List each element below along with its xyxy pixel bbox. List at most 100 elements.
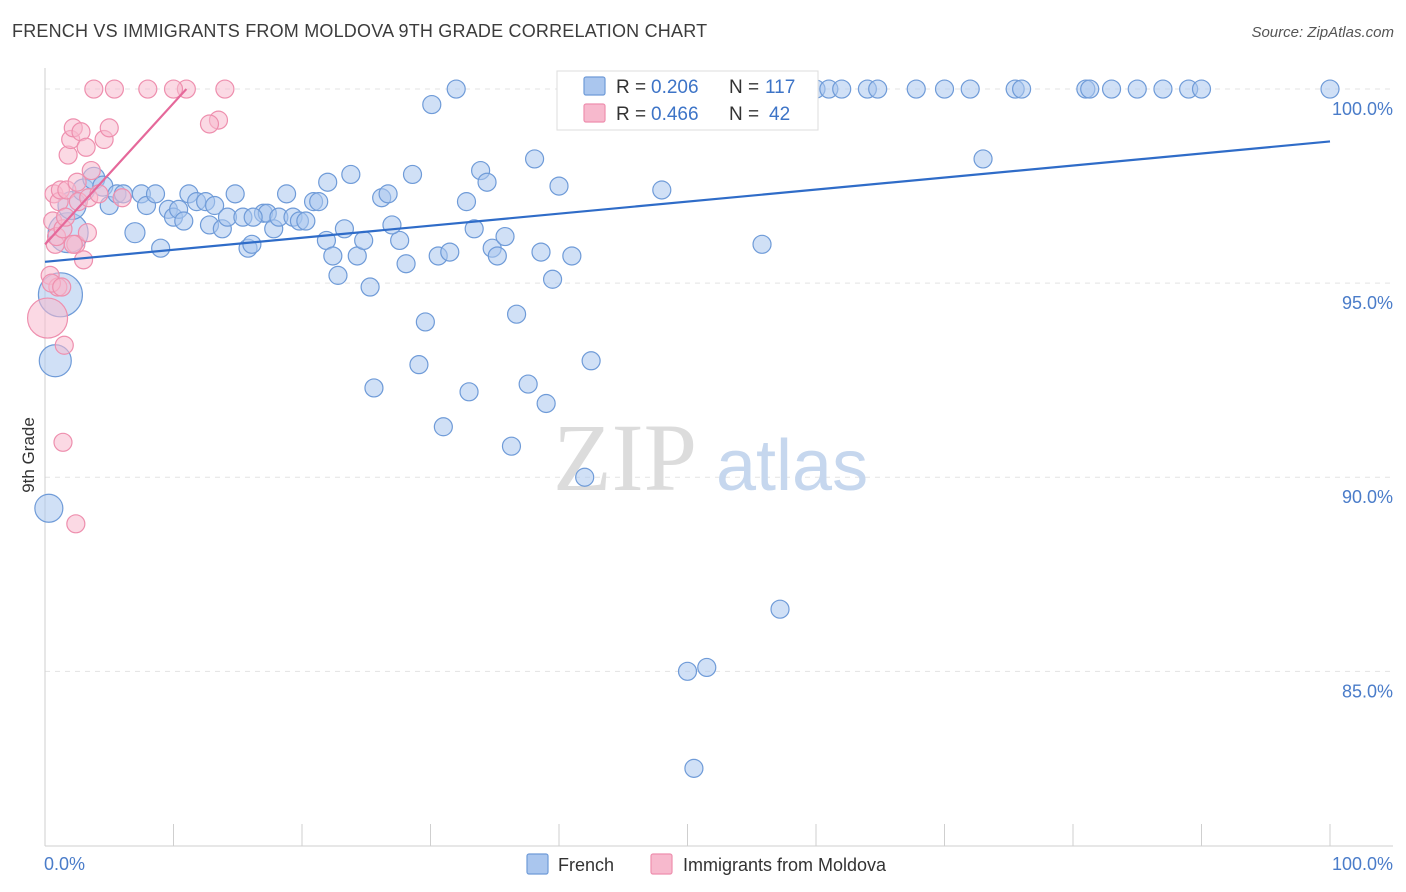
french-point — [1011, 79, 1032, 99]
french-point — [360, 277, 380, 297]
french-point — [402, 164, 423, 185]
y-tick-label: 85.0% — [1342, 681, 1393, 701]
french-point — [225, 184, 245, 204]
chart-title: FRENCH VS IMMIGRANTS FROM MOLDOVA 9TH GR… — [12, 21, 708, 41]
french-point — [296, 211, 316, 231]
moldova-point — [138, 79, 158, 99]
french-point — [1191, 79, 1212, 99]
watermark-atlas: atlas — [716, 426, 868, 506]
french-point — [934, 79, 955, 99]
french-point — [382, 215, 402, 235]
legend-r-label-moldova: R = — [616, 104, 646, 125]
y-tick-label: 90.0% — [1342, 487, 1393, 507]
french-point — [562, 246, 582, 266]
french-point — [752, 234, 772, 254]
legend-item-french-swatch — [526, 853, 549, 875]
french-point — [243, 207, 263, 227]
french-point — [536, 393, 556, 414]
moldova-point — [112, 188, 132, 208]
moldova-point — [67, 172, 87, 192]
french-point — [697, 657, 717, 678]
watermark: ZIP atlas — [553, 404, 868, 511]
moldova-point — [55, 207, 76, 227]
french-point — [440, 242, 460, 262]
stats-legend: R = 0.206 N = 117 R = 0.466 N = 42 — [556, 70, 819, 131]
french-point — [464, 219, 484, 239]
french-point — [973, 149, 993, 169]
french-point — [518, 374, 538, 394]
french-point — [1320, 79, 1340, 99]
french-point — [495, 226, 515, 247]
french-point — [477, 172, 497, 192]
french-point — [770, 599, 790, 619]
french-point — [459, 382, 479, 402]
french-point — [433, 417, 453, 437]
french-point — [446, 79, 466, 99]
french-point — [960, 79, 980, 99]
french-point — [323, 246, 343, 266]
legend-r-label-french: R = — [616, 77, 646, 98]
french-point — [145, 184, 166, 204]
french-point — [501, 436, 522, 456]
french-point — [409, 355, 429, 375]
trend-lines — [44, 88, 1331, 263]
x-tick-labels: 0.0% 100.0% — [44, 854, 1393, 874]
french-point — [174, 211, 194, 231]
french-point — [524, 149, 545, 169]
x-tick-label-min: 0.0% — [44, 854, 85, 874]
french-point — [341, 164, 361, 185]
french-point — [542, 269, 563, 289]
legend-n-label-french: N = — [729, 77, 759, 98]
french-point — [832, 79, 852, 99]
source-credit: Source: ZipAtlas.com — [1251, 24, 1394, 41]
moldova-point — [99, 118, 119, 138]
moldova-point — [81, 160, 101, 181]
french-point — [328, 265, 348, 285]
french-point — [309, 192, 329, 212]
french-point — [487, 246, 507, 266]
french-point — [318, 172, 338, 192]
moldova-point — [63, 234, 83, 254]
french-point — [506, 304, 527, 324]
grid-lines — [45, 88, 1393, 672]
french-point — [677, 661, 698, 681]
french-point — [390, 230, 410, 251]
series-legend: French Immigrants from Moldova — [526, 853, 887, 875]
moldova-trend-line — [44, 88, 188, 246]
moldova-point — [26, 297, 69, 339]
legend-swatch-french — [583, 76, 606, 96]
moldova-point — [199, 114, 220, 134]
french-point — [396, 254, 416, 274]
moldova-point — [66, 514, 86, 534]
y-tick-label: 95.0% — [1342, 293, 1393, 313]
moldova-points — [26, 79, 235, 534]
legend-r-value-moldova: 0.466 — [651, 104, 699, 125]
moldova-point — [77, 223, 98, 243]
legend-n-label-moldova: N = — [729, 104, 759, 125]
french-point — [1080, 79, 1100, 99]
moldova-point — [76, 137, 96, 157]
moldova-point — [89, 184, 109, 204]
french-point — [684, 758, 704, 778]
french-trend-line — [44, 140, 1331, 263]
french-point — [1127, 79, 1147, 99]
french-point — [415, 312, 435, 332]
y-tick-label: 100.0% — [1332, 99, 1393, 119]
legend-n-value-moldova: 42 — [769, 104, 790, 125]
axes — [44, 68, 1393, 847]
french-point — [378, 184, 398, 204]
french-point — [422, 94, 442, 115]
moldova-point — [215, 79, 235, 99]
french-point — [531, 242, 551, 262]
moldova-point — [53, 432, 73, 452]
y-tick-labels: 100.0% 95.0% 90.0% 85.0% — [1332, 99, 1393, 701]
french-point — [1153, 79, 1173, 99]
french-point — [906, 79, 926, 99]
watermark-zip: ZIP — [553, 404, 697, 511]
french-point — [652, 180, 672, 200]
moldova-point — [54, 335, 74, 355]
moldova-point — [104, 79, 124, 99]
french-point — [151, 238, 171, 258]
legend-item-french-label: French — [558, 855, 614, 875]
moldova-point — [52, 277, 72, 297]
